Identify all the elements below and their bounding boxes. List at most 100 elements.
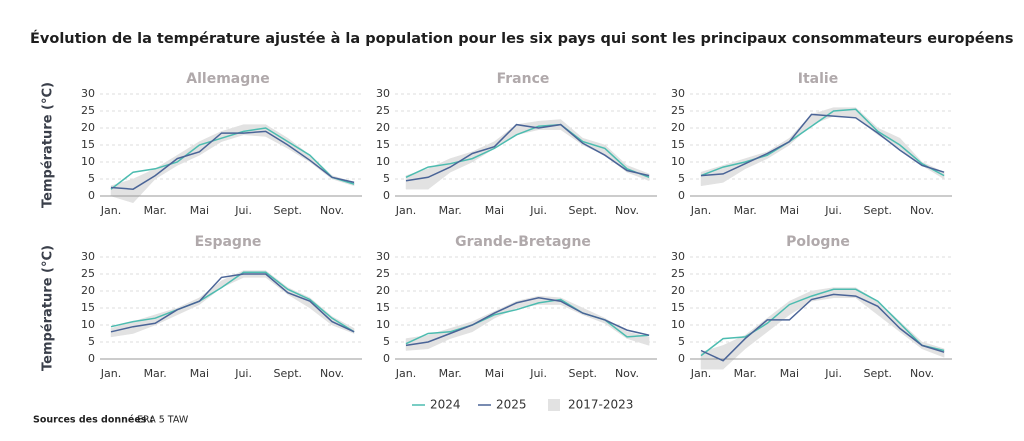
line-series — [405, 123, 650, 179]
y-tick-label: 10 — [81, 155, 95, 168]
range-band — [199, 280, 222, 306]
x-tick-label: Mar. — [439, 367, 462, 380]
line-series — [405, 298, 650, 345]
y-tick-label: 0 — [88, 189, 95, 202]
y-tick-label: 25 — [81, 104, 95, 117]
x-tick-label: Mai — [485, 367, 504, 380]
x-tick-label: Nov. — [320, 367, 344, 380]
x-tick-label: Jui. — [529, 204, 547, 217]
x-tick-label: Sept. — [864, 367, 893, 380]
panel-title: Allemagne — [186, 71, 269, 87]
y-tick-label: 30 — [671, 87, 685, 100]
y-tick-label: 0 — [678, 189, 685, 202]
y-tick-label: 5 — [383, 172, 390, 185]
y-tick-label: 25 — [376, 267, 390, 280]
x-tick-label: Nov. — [615, 204, 639, 217]
x-tick-label: Jan. — [100, 204, 121, 217]
y-tick-label: 10 — [81, 318, 95, 331]
panel-title: Espagne — [195, 234, 262, 250]
line-series — [700, 113, 945, 177]
y-tick-label: 15 — [671, 138, 685, 151]
range-band — [722, 334, 746, 370]
source-label: Sources des données : — [33, 415, 154, 426]
y-tick-label: 15 — [81, 138, 95, 151]
x-tick-label: Sept. — [274, 367, 303, 380]
panel-title: Pologne — [786, 234, 850, 250]
y-tick-label: 20 — [671, 121, 685, 134]
x-tick-label: Jui. — [234, 204, 252, 217]
y-tick-label: 20 — [671, 284, 685, 297]
x-tick-label: Jan. — [690, 367, 711, 380]
range-band — [110, 178, 134, 204]
x-tick-label: Mar. — [144, 204, 167, 217]
x-tick-label: Jan. — [395, 204, 416, 217]
y-tick-label: 0 — [678, 352, 685, 365]
y-tick-label: 10 — [671, 318, 685, 331]
x-tick-label: Mai — [485, 204, 504, 217]
y-tick-label: 0 — [88, 352, 95, 365]
y-tick-label: 30 — [671, 250, 685, 263]
range-band — [700, 345, 724, 370]
y-tick-label: 15 — [671, 301, 685, 314]
x-tick-label: Jui. — [824, 204, 842, 217]
legend-label: 2017-2023 — [568, 398, 633, 412]
y-tick-label: 30 — [81, 250, 95, 263]
line-series — [405, 297, 650, 347]
x-tick-label: Jan. — [100, 367, 121, 380]
line-series — [700, 108, 945, 177]
y-tick-label: 25 — [376, 104, 390, 117]
range-band — [582, 307, 606, 324]
range-band — [177, 297, 200, 316]
y-tick-label: 5 — [88, 335, 95, 348]
legend-label: 2025 — [496, 398, 527, 412]
y-tick-label: 30 — [376, 87, 390, 100]
line-series — [700, 288, 945, 357]
x-tick-label: Sept. — [569, 367, 598, 380]
x-tick-label: Nov. — [615, 367, 639, 380]
x-tick-label: Mai — [190, 367, 209, 380]
y-tick-label: 5 — [678, 335, 685, 348]
y-tick-label: 10 — [376, 155, 390, 168]
x-tick-label: Jan. — [690, 204, 711, 217]
y-tick-label: 25 — [671, 267, 685, 280]
y-tick-label: 5 — [383, 335, 390, 348]
legend-swatch — [548, 399, 560, 411]
line-series — [110, 127, 355, 190]
x-tick-label: Mar. — [439, 204, 462, 217]
line-series — [110, 273, 355, 333]
x-tick-label: Mai — [780, 204, 799, 217]
range-band — [767, 300, 790, 333]
legend-label: 2024 — [430, 398, 461, 412]
x-tick-label: Nov. — [910, 367, 934, 380]
y-tick-label: 0 — [383, 352, 390, 365]
y-tick-label: 30 — [376, 250, 390, 263]
range-band — [427, 158, 451, 190]
line-series — [700, 293, 945, 362]
chart-title: Évolution de la température ajustée à la… — [30, 30, 1013, 47]
panel-title: France — [497, 71, 550, 87]
y-tick-label: 0 — [383, 189, 390, 202]
x-tick-label: Mar. — [144, 367, 167, 380]
y-axis-label: Température (°C) — [41, 245, 56, 371]
x-tick-label: Jui. — [234, 367, 252, 380]
x-tick-label: Mar. — [734, 204, 757, 217]
source-text: ERA 5 TAW — [137, 415, 189, 426]
y-axis-label: Température (°C) — [41, 82, 56, 208]
y-tick-label: 20 — [376, 121, 390, 134]
x-tick-label: Sept. — [274, 204, 303, 217]
x-tick-label: Sept. — [864, 204, 893, 217]
y-tick-label: 15 — [376, 301, 390, 314]
x-tick-label: Jan. — [395, 367, 416, 380]
x-tick-label: Nov. — [910, 204, 934, 217]
x-tick-label: Nov. — [320, 204, 344, 217]
y-tick-label: 20 — [81, 284, 95, 297]
y-tick-label: 15 — [376, 138, 390, 151]
line-series — [405, 123, 650, 182]
panel-title: Grande-Bretagne — [455, 234, 591, 250]
x-tick-label: Jui. — [824, 367, 842, 380]
y-tick-label: 25 — [671, 104, 685, 117]
y-tick-label: 20 — [81, 121, 95, 134]
x-tick-label: Sept. — [569, 204, 598, 217]
y-tick-label: 30 — [81, 87, 95, 100]
